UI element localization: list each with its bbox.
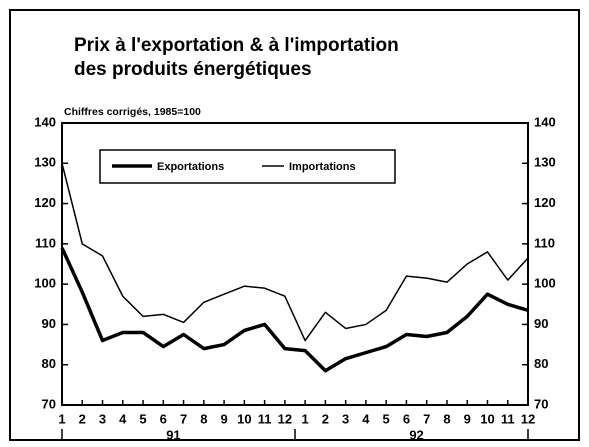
series-line (61, 163, 529, 342)
x-tick-label: 8 (443, 411, 450, 426)
y-tick-label: 100 (34, 276, 56, 291)
x-tick-label: 9 (464, 411, 471, 426)
x-tick-label: 12 (521, 411, 535, 426)
x-tick-label: 10 (480, 411, 494, 426)
x-group-label: 91 (166, 427, 180, 442)
x-tick-label: 2 (322, 411, 329, 426)
x-tick-label: 4 (119, 411, 127, 426)
y-tick-label: 90 (42, 316, 56, 331)
x-tick-label: 6 (160, 411, 167, 426)
y2-tick-label: 80 (534, 356, 548, 371)
x-tick-label: 3 (342, 411, 349, 426)
chart-title: Prix à l'exportation & à l'importation (74, 35, 399, 56)
x-tick-label: 8 (200, 411, 207, 426)
x-tick-label: 5 (139, 411, 146, 426)
y2-tick-label: 110 (534, 235, 555, 250)
y2-tick-label: 70 (534, 396, 548, 411)
y-tick-label: 130 (34, 155, 56, 170)
x-tick-label: 11 (501, 411, 515, 426)
x-tick-label: 2 (79, 411, 86, 426)
x-group-label: 92 (409, 427, 423, 442)
y-tick-label: 120 (34, 195, 56, 210)
y-tick-label: 110 (35, 235, 56, 250)
y2-tick-label: 90 (534, 316, 548, 331)
x-tick-label: 1 (58, 411, 65, 426)
x-tick-label: 6 (403, 411, 410, 426)
x-tick-label: 12 (278, 411, 292, 426)
y2-tick-label: 130 (534, 155, 556, 170)
y-tick-label: 140 (34, 114, 56, 129)
x-tick-label: 7 (423, 411, 430, 426)
x-tick-label: 4 (362, 411, 370, 426)
x-tick-label: 7 (180, 411, 187, 426)
plot-area (61, 122, 529, 406)
legend-label: Exportations (157, 161, 224, 173)
y-tick-label: 80 (42, 356, 56, 371)
x-tick-label: 3 (99, 411, 106, 426)
chart-title: des produits énergétiques (74, 59, 312, 80)
y2-tick-label: 120 (534, 195, 556, 210)
x-tick-label: 11 (258, 411, 272, 426)
legend-label: Importations (289, 161, 356, 173)
y2-tick-label: 140 (534, 114, 556, 129)
y2-tick-label: 100 (534, 276, 556, 291)
y-tick-label: 70 (42, 396, 56, 411)
chart-subtitle: Chiffres corrigés, 1985=100 (64, 106, 201, 118)
x-tick-label: 9 (220, 411, 227, 426)
x-tick-label: 10 (237, 411, 251, 426)
series-line (60, 247, 529, 373)
x-tick-label: 1 (302, 411, 309, 426)
x-tick-label: 5 (383, 411, 390, 426)
